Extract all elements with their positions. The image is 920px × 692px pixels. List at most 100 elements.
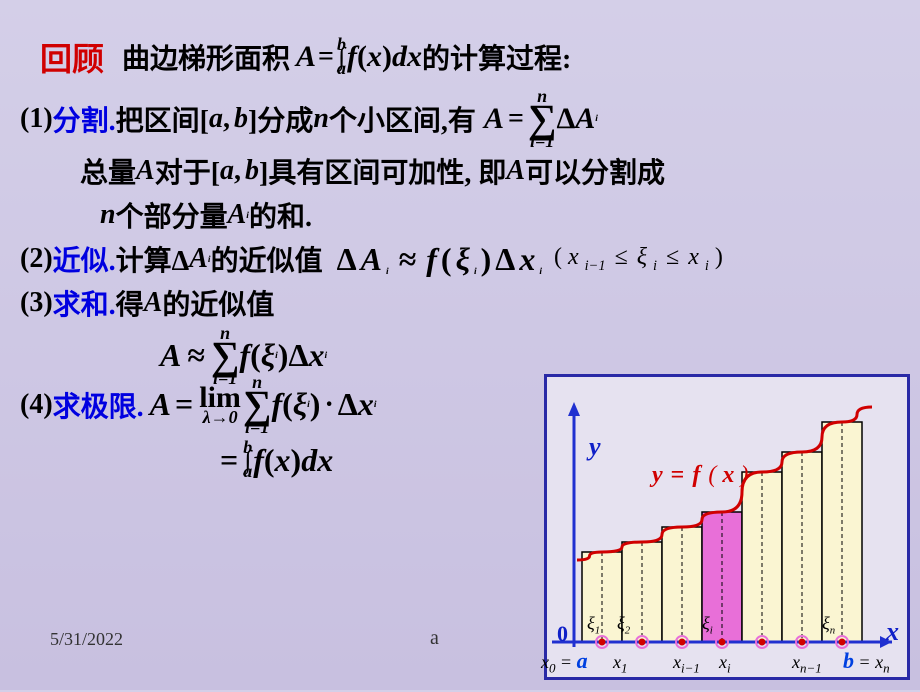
sum1: n ∑ i=1 bbox=[528, 90, 557, 147]
Ai-A: A bbox=[575, 102, 595, 136]
f4: f bbox=[271, 386, 282, 423]
xi1i: 1 bbox=[595, 625, 600, 637]
integral5: b ∫ a bbox=[243, 442, 252, 478]
p2range: ( x i−1 ≤ ξ i ≤ x i ) bbox=[554, 244, 723, 275]
idx3: (3) bbox=[20, 287, 53, 319]
dx3: Δ bbox=[288, 337, 308, 374]
xi4: ξ bbox=[293, 386, 307, 423]
p2formula: Δ A i ≈ f ( ξ i ) Δ x i bbox=[337, 241, 542, 278]
sum-bot: i=1 bbox=[530, 135, 554, 148]
xn-tick: b = xn bbox=[843, 648, 890, 677]
xini: n bbox=[830, 625, 835, 637]
lp2: ( bbox=[441, 241, 452, 277]
yfx-eq: = bbox=[671, 462, 685, 488]
footer-a: a bbox=[430, 627, 439, 650]
dx: dx bbox=[392, 40, 422, 74]
approx2: ≈ bbox=[399, 241, 417, 277]
step2-line: (2) 近似. 计算Δ A i 的近似值 Δ A i ≈ f ( ξ i ) Δ… bbox=[20, 239, 900, 279]
xi2f: i bbox=[539, 266, 542, 277]
x5: x bbox=[275, 442, 291, 479]
t1-1: 把区间[ bbox=[116, 99, 209, 139]
dot4: · bbox=[324, 389, 333, 421]
int5a: a bbox=[243, 466, 252, 478]
dx5: dx bbox=[301, 442, 333, 479]
xnm1t: x bbox=[792, 652, 800, 672]
yfx-rp: ) bbox=[740, 462, 748, 488]
f3: f bbox=[239, 337, 250, 374]
b1b: b bbox=[245, 155, 259, 187]
le1r: ≤ bbox=[615, 244, 628, 270]
int-a: a bbox=[337, 63, 346, 75]
A21b: A bbox=[506, 155, 525, 187]
xin-label: ξn bbox=[822, 613, 835, 637]
A1: A bbox=[484, 102, 504, 136]
im1r: i−1 bbox=[585, 258, 606, 274]
a1: a bbox=[209, 103, 223, 135]
idx2: (2) bbox=[20, 243, 53, 275]
x2r: x bbox=[688, 244, 699, 270]
c1: , bbox=[223, 103, 230, 135]
A3f: A bbox=[160, 337, 181, 374]
x1-tick: x1 bbox=[613, 652, 628, 677]
you: 有 bbox=[448, 99, 476, 139]
b-tick: b bbox=[843, 648, 854, 673]
rp3: ) bbox=[278, 337, 289, 374]
integral: b ∫ a bbox=[337, 39, 346, 75]
le2r: ≤ bbox=[666, 244, 679, 270]
c1b: , bbox=[234, 155, 241, 187]
A: A bbox=[296, 40, 316, 74]
xii-label: ξi bbox=[702, 613, 713, 637]
limunder: λ→0 bbox=[203, 410, 238, 424]
lp: ( bbox=[357, 40, 367, 74]
t1b-1: 总量 bbox=[80, 151, 136, 191]
step1b-line: 总量 A 对于[ a , b ]具有区间可加性, 即 A 可以分割成 bbox=[80, 151, 900, 191]
xiit: i bbox=[727, 661, 731, 676]
eq1: = bbox=[508, 103, 524, 135]
x0-label: x0 = a bbox=[541, 648, 588, 677]
xnit: n bbox=[883, 661, 890, 676]
x3f: x bbox=[309, 337, 325, 374]
xnm1it: n−1 bbox=[800, 661, 822, 676]
x4f: x bbox=[358, 386, 374, 423]
i2f: i bbox=[386, 266, 389, 277]
t1c-2: 的和. bbox=[249, 195, 312, 235]
xin: ξ bbox=[822, 613, 830, 633]
xiii: i bbox=[710, 625, 713, 637]
lp3: ( bbox=[250, 337, 261, 374]
xim1t: x bbox=[673, 652, 681, 672]
t1b-2: 对于[ bbox=[155, 151, 220, 191]
sum-sym: ∑ bbox=[528, 103, 557, 135]
t3-1: 得 bbox=[116, 283, 144, 323]
dA: Δ bbox=[556, 102, 575, 136]
xi2i: 2 bbox=[625, 625, 630, 637]
xi2-label: ξ2 bbox=[617, 613, 630, 637]
t2-1: 计算Δ bbox=[116, 239, 190, 279]
x1r: x bbox=[568, 244, 579, 270]
x-axis-label: x bbox=[886, 617, 899, 647]
yfx-f: f bbox=[692, 462, 700, 488]
n1: n bbox=[313, 103, 329, 135]
dx4: Δ bbox=[338, 386, 358, 423]
eqn: = bbox=[860, 652, 870, 672]
xii2: i bbox=[474, 266, 477, 277]
idx1: (1) bbox=[20, 103, 53, 135]
A1b: A bbox=[136, 155, 155, 187]
header-line: 回顾 曲边梯形面积 A = b ∫ a f ( x ) dx 的计算过程: bbox=[20, 34, 900, 80]
dx2: Δ bbox=[495, 241, 515, 277]
x1t: x bbox=[613, 652, 621, 672]
xi-tick: xi bbox=[719, 652, 731, 677]
area-text: 曲边梯形面积 bbox=[122, 37, 290, 77]
xi1: ξ bbox=[587, 613, 595, 633]
name1: 分割. bbox=[53, 99, 116, 139]
xi1-label: ξ1 bbox=[587, 613, 600, 637]
f5: f bbox=[253, 442, 264, 479]
t1b-4: 可以分割成 bbox=[525, 151, 665, 191]
review-label: 回顾 bbox=[40, 34, 104, 80]
eq5: = bbox=[220, 442, 238, 479]
sum3sym: ∑ bbox=[211, 340, 240, 372]
x: x bbox=[367, 40, 382, 74]
rp2r: ) bbox=[715, 244, 723, 270]
n1c: n bbox=[100, 199, 116, 231]
f2: f bbox=[426, 241, 437, 277]
sum4: n ∑ i=1 bbox=[243, 376, 272, 433]
